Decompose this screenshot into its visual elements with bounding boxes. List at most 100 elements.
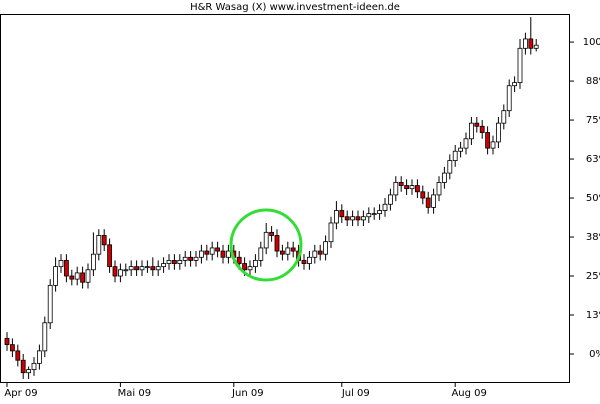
candle-body <box>523 38 528 49</box>
x-tick-label: Jun 09 <box>231 388 264 399</box>
candle-body <box>198 250 204 258</box>
y-tick-label: 63% <box>586 154 600 165</box>
candle-body <box>74 272 80 280</box>
y-tick-label: 0% <box>589 349 600 360</box>
candle-body <box>274 235 280 252</box>
candle-body <box>112 266 118 277</box>
candle-body <box>344 216 350 221</box>
candle-body <box>328 222 334 243</box>
candle-body <box>269 231 275 236</box>
candle-body <box>85 269 91 283</box>
candle-body <box>220 250 226 258</box>
candle-body <box>225 250 231 258</box>
candle-body <box>436 182 442 196</box>
candle-body <box>501 110 507 124</box>
candle-body <box>333 210 339 224</box>
candle-body <box>188 256 194 261</box>
candle-body <box>404 185 410 190</box>
candle-body <box>258 247 264 261</box>
candle-body <box>371 213 377 216</box>
candle-body <box>4 337 10 346</box>
candle-body <box>128 266 134 271</box>
candle-body <box>474 122 480 127</box>
candle-body <box>350 216 356 221</box>
candle-body <box>377 210 383 215</box>
candle-body <box>425 197 431 208</box>
y-tick-label: 50% <box>586 193 600 204</box>
candle-body <box>118 269 123 277</box>
candle-body <box>9 344 15 352</box>
candle-body <box>458 147 464 152</box>
candle-body <box>26 369 32 374</box>
chart-title: H&R Wasag (X) www.investment-ideen.de <box>190 2 400 13</box>
candle-body <box>193 256 199 261</box>
candle-body <box>420 191 426 199</box>
x-tick-label: Aug 09 <box>451 388 486 399</box>
candle-body <box>495 122 501 143</box>
candle-body <box>242 263 248 271</box>
y-tick-label: 100% <box>583 37 600 48</box>
candle-body <box>468 122 474 140</box>
highlight-circle <box>229 208 303 282</box>
candle-body <box>150 266 156 271</box>
candle-body <box>215 247 221 252</box>
candle-body <box>382 203 388 211</box>
candle-body <box>80 272 85 283</box>
candle-body <box>209 247 215 255</box>
candle-body <box>506 85 512 112</box>
candle-body <box>360 216 366 221</box>
x-tick-label: Mai 09 <box>118 388 151 399</box>
candle-body <box>317 250 323 255</box>
candle-body <box>96 235 102 255</box>
candle-body <box>447 160 453 174</box>
candle-body <box>533 44 539 49</box>
y-tick-label: 88% <box>586 76 600 87</box>
candle-body <box>64 260 69 277</box>
candle-body <box>490 141 496 149</box>
candle-body <box>414 185 420 193</box>
candle-body <box>528 38 534 49</box>
candle-body <box>155 266 161 271</box>
candle-body <box>177 260 183 264</box>
y-tick-label: 25% <box>586 271 600 282</box>
candle-body <box>139 266 145 271</box>
candle-body <box>463 138 469 149</box>
y-tick-label: 75% <box>586 115 600 126</box>
candle-body <box>144 266 150 269</box>
plot-frame <box>0 14 570 383</box>
candle-body <box>452 150 458 162</box>
candle-body <box>355 216 361 221</box>
candle-body <box>166 260 172 264</box>
candle-body <box>91 253 96 271</box>
candle-body <box>53 266 58 286</box>
candle-body <box>20 359 26 374</box>
candle-body <box>161 263 167 268</box>
candle-body <box>47 284 53 324</box>
x-tick-label: Jul 09 <box>341 388 370 399</box>
candle-body <box>134 266 140 271</box>
candle-body <box>485 132 491 149</box>
candle-body <box>323 241 329 255</box>
candle-body <box>393 182 399 196</box>
candle-body <box>263 231 269 249</box>
x-tick-label: Apr 09 <box>4 388 37 399</box>
candle-body <box>306 256 312 264</box>
candle-body <box>252 260 258 268</box>
candle-body <box>236 256 242 264</box>
candle-body <box>301 260 307 264</box>
candle-body <box>15 350 21 361</box>
candle-body <box>339 210 345 218</box>
candle-body <box>182 256 188 261</box>
candle-body <box>431 194 437 208</box>
candle-body <box>101 235 107 246</box>
candle-body <box>42 322 48 352</box>
candle-body <box>366 213 372 218</box>
y-tick-label: 13% <box>586 310 600 321</box>
candle-body <box>441 172 447 183</box>
candle-body <box>517 47 523 84</box>
candle-body <box>279 250 285 255</box>
candle-body <box>58 260 64 268</box>
candle-body <box>387 194 393 205</box>
